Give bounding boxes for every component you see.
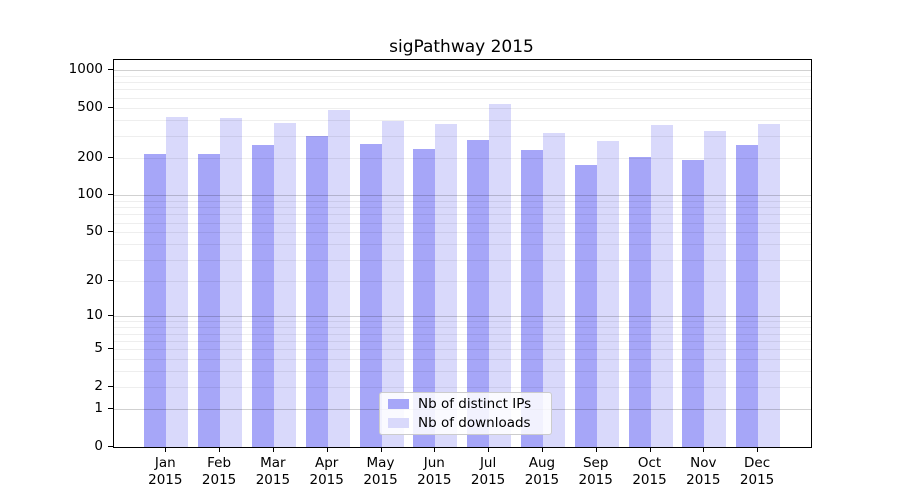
y-tick-mark-50 [108, 231, 113, 233]
gridline-400 [114, 119, 811, 121]
gridline-1000 [114, 69, 811, 71]
x-tick-mark-sep [595, 447, 597, 452]
gridline-500 [114, 107, 811, 109]
bar-distinct-ips-mar [251, 145, 274, 447]
bar-downloads-sep [596, 140, 619, 447]
x-tick-mark-jul [488, 447, 490, 452]
x-tick-label-jun: Jun 2015 [417, 455, 452, 488]
bar-downloads-jan [166, 116, 189, 447]
x-tick-label-nov: Nov 2015 [686, 455, 721, 488]
y-tick-label-2: 2 [94, 378, 103, 395]
legend-label: Nb of downloads [418, 415, 531, 431]
x-tick-label-sep: Sep 2015 [578, 455, 613, 488]
legend-swatch-icon [388, 399, 409, 409]
y-tick-mark-1 [108, 408, 113, 410]
bar-downloads-jun [435, 124, 458, 447]
y-tick-label-200: 200 [77, 148, 103, 165]
legend-swatch-icon [388, 418, 409, 428]
bar-downloads-aug [542, 132, 565, 447]
x-tick-label-jan: Jan 2015 [148, 455, 183, 488]
x-tick-label-apr: Apr 2015 [309, 455, 344, 488]
x-tick-mark-oct [649, 447, 651, 452]
bar-distinct-ips-dec [736, 145, 759, 447]
bar-downloads-dec [758, 123, 781, 447]
y-tick-mark-100 [108, 194, 113, 196]
x-tick-label-dec: Dec 2015 [739, 455, 775, 488]
bar-distinct-ips-apr [305, 136, 328, 447]
y-tick-mark-200 [108, 156, 113, 158]
x-tick-mark-feb [219, 447, 221, 452]
gridline-900 [114, 75, 811, 77]
y-tick-mark-0 [108, 446, 113, 447]
legend-label: Nb of distinct IPs [418, 396, 532, 412]
y-tick-label-500: 500 [77, 98, 103, 115]
x-tick-label-oct: Oct 2015 [632, 455, 667, 488]
gridline-700 [114, 89, 811, 91]
gridline-600 [114, 97, 811, 99]
bar-downloads-nov [704, 130, 727, 447]
x-tick-label-jul: Jul 2015 [470, 455, 506, 488]
x-tick-mark-mar [272, 447, 274, 452]
y-tick-mark-10 [108, 315, 113, 317]
legend: Nb of distinct IPs Nb of downloads [379, 392, 552, 435]
y-tick-mark-500 [108, 106, 113, 108]
plot-area [113, 59, 812, 448]
x-tick-mark-nov [703, 447, 705, 452]
bar-distinct-ips-may [359, 143, 382, 447]
x-tick-mark-jan [165, 447, 167, 452]
bar-distinct-ips-sep [574, 165, 597, 447]
bar-downloads-jul [489, 103, 512, 447]
bar-downloads-apr [327, 110, 350, 447]
y-tick-label-50: 50 [85, 223, 103, 240]
legend-row-downloads: Nb of downloads [388, 415, 543, 431]
y-tick-label-0: 0 [94, 438, 103, 454]
gridline-800 [114, 82, 811, 84]
bar-distinct-ips-jul [467, 139, 490, 447]
y-tick-label-10: 10 [85, 307, 103, 324]
bar-downloads-oct [650, 124, 673, 447]
chart-title: sigPathway 2015 [389, 37, 534, 57]
bar-distinct-ips-jan [144, 153, 167, 447]
y-tick-label-100: 100 [77, 186, 103, 203]
y-tick-mark-5 [108, 348, 113, 350]
x-tick-label-mar: Mar 2015 [255, 455, 291, 488]
y-tick-label-1000: 1000 [68, 60, 103, 77]
y-tick-label-1: 1 [94, 400, 103, 417]
x-tick-mark-may [380, 447, 382, 452]
bar-downloads-feb [220, 117, 243, 447]
x-tick-mark-apr [326, 447, 328, 452]
bar-distinct-ips-oct [628, 156, 651, 447]
x-tick-mark-dec [757, 447, 759, 452]
y-tick-label-20: 20 [85, 271, 103, 288]
bar-downloads-mar [273, 122, 296, 447]
bar-distinct-ips-nov [682, 160, 705, 447]
legend-row-distinct-ips: Nb of distinct IPs [388, 396, 543, 412]
bar-distinct-ips-aug [520, 150, 543, 447]
x-tick-label-feb: Feb 2015 [201, 455, 237, 488]
bar-distinct-ips-jun [413, 149, 436, 447]
x-tick-mark-aug [541, 447, 543, 452]
y-tick-label-5: 5 [94, 340, 103, 357]
bar-distinct-ips-feb [198, 154, 221, 447]
bar-downloads-may [381, 121, 404, 447]
y-tick-mark-20 [108, 279, 113, 281]
x-tick-label-aug: Aug 2015 [524, 455, 560, 488]
y-tick-mark-1000 [108, 68, 113, 70]
x-tick-label-may: May 2015 [363, 455, 398, 488]
y-tick-mark-2 [108, 386, 113, 387]
x-tick-mark-jun [434, 447, 436, 452]
